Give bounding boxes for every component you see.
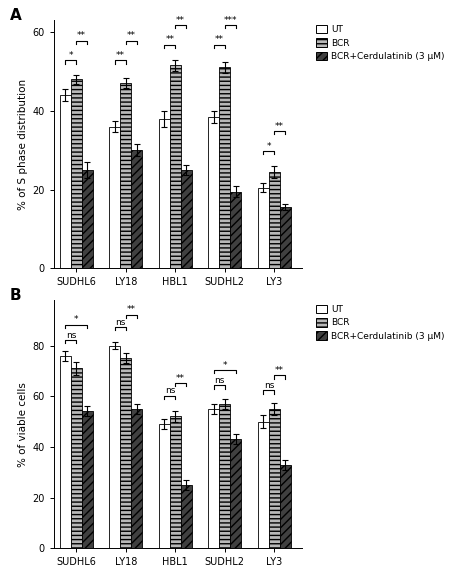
Bar bbox=[208, 409, 219, 548]
Text: ***: *** bbox=[224, 16, 237, 25]
Text: *: * bbox=[68, 51, 73, 60]
Bar bbox=[109, 126, 120, 268]
Legend: UT, BCR, BCR+Cerdulatinib (3 μM): UT, BCR, BCR+Cerdulatinib (3 μM) bbox=[316, 25, 445, 61]
Bar bbox=[109, 346, 120, 548]
Bar bbox=[269, 409, 280, 548]
Text: **: ** bbox=[127, 31, 136, 40]
Bar bbox=[230, 192, 241, 268]
Text: **: ** bbox=[275, 366, 284, 375]
Text: **: ** bbox=[275, 122, 284, 131]
Legend: UT, BCR, BCR+Cerdulatinib (3 μM): UT, BCR, BCR+Cerdulatinib (3 μM) bbox=[316, 305, 445, 341]
Text: **: ** bbox=[116, 51, 125, 60]
Bar bbox=[181, 170, 192, 268]
Text: ns: ns bbox=[264, 381, 274, 390]
Bar bbox=[71, 79, 82, 268]
Bar bbox=[269, 172, 280, 268]
Bar bbox=[131, 150, 142, 268]
Bar bbox=[181, 485, 192, 548]
Bar bbox=[120, 358, 131, 548]
Text: ns: ns bbox=[214, 376, 225, 385]
Text: **: ** bbox=[215, 35, 224, 44]
Bar bbox=[159, 119, 170, 268]
Text: *: * bbox=[266, 141, 271, 151]
Bar bbox=[170, 417, 181, 548]
Text: **: ** bbox=[165, 35, 174, 44]
Bar bbox=[60, 356, 71, 548]
Bar bbox=[258, 422, 269, 548]
Bar bbox=[170, 65, 181, 268]
Bar bbox=[280, 207, 291, 268]
Bar bbox=[219, 404, 230, 548]
Bar bbox=[258, 188, 269, 268]
Text: **: ** bbox=[176, 373, 185, 383]
Text: **: ** bbox=[176, 16, 185, 25]
Text: ns: ns bbox=[66, 331, 76, 339]
Text: A: A bbox=[9, 8, 21, 23]
Bar bbox=[82, 170, 93, 268]
Bar bbox=[60, 95, 71, 268]
Text: B: B bbox=[9, 288, 21, 302]
Bar bbox=[131, 409, 142, 548]
Text: *: * bbox=[74, 316, 79, 324]
Bar bbox=[120, 83, 131, 268]
Bar bbox=[230, 439, 241, 548]
Text: **: ** bbox=[127, 305, 136, 314]
Y-axis label: % of S phase distribution: % of S phase distribution bbox=[18, 78, 28, 210]
Text: ns: ns bbox=[115, 318, 126, 327]
Bar bbox=[208, 117, 219, 268]
Text: *: * bbox=[222, 361, 227, 370]
Text: ns: ns bbox=[165, 386, 175, 395]
Bar bbox=[280, 464, 291, 548]
Bar bbox=[159, 424, 170, 548]
Text: **: ** bbox=[77, 31, 86, 40]
Y-axis label: % of viable cells: % of viable cells bbox=[18, 381, 28, 467]
Bar bbox=[82, 411, 93, 548]
Bar bbox=[219, 68, 230, 268]
Bar bbox=[71, 368, 82, 548]
